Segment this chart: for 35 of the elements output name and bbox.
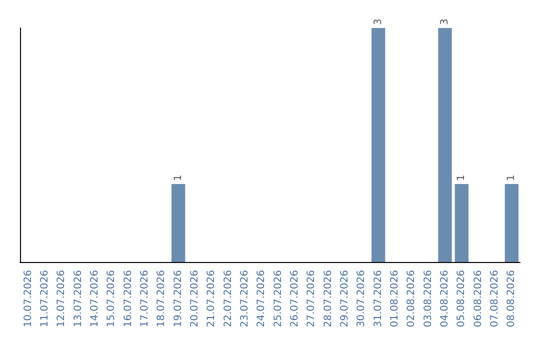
x-tick-label: 28.07.2026 — [322, 270, 334, 328]
x-tick-label: 27.07.2026 — [306, 270, 318, 328]
x-tick-label: 17.07.2026 — [140, 270, 150, 328]
x-tick-label: 22.07.2026 — [222, 270, 234, 328]
data-label: 3 — [440, 18, 450, 25]
x-tick-label: 19.07.2026 — [172, 270, 184, 328]
x-tick-label: 05.08.2026 — [456, 270, 468, 328]
x-tick-label: 10.07.2026 — [22, 270, 34, 328]
data-label: 1 — [506, 174, 518, 181]
x-tick-label: 15.07.2026 — [106, 270, 118, 328]
x-tick-label: 31.07.2026 — [372, 270, 384, 328]
x-tick-label: 06.08.2026 — [472, 270, 484, 328]
x-tick-label: 18.07.2026 — [156, 270, 168, 328]
x-tick-label: 12.07.2026 — [56, 270, 68, 328]
data-label: 3 — [372, 18, 384, 25]
data-label: 1 — [172, 174, 184, 181]
x-tick-label: 23.07.2026 — [240, 270, 250, 328]
x-tick-label: 30.07.2026 — [356, 270, 368, 328]
x-tick-label: 08.08.2026 — [506, 270, 518, 328]
data-label: 1 — [456, 174, 468, 181]
x-tick-label: 21.07.2026 — [206, 270, 218, 328]
x-tick-label: 29.07.2026 — [340, 270, 350, 328]
x-tick-label: 20.07.2026 — [190, 270, 200, 328]
x-tick-label: 04.08.2026 — [440, 270, 450, 328]
x-tick-label: 24.07.2026 — [256, 270, 268, 328]
x-tick-label: 14.07.2026 — [90, 270, 100, 328]
x-tick-label: 03.08.2026 — [422, 270, 434, 328]
x-tick-label: 02.08.2026 — [406, 270, 418, 328]
x-tick-label: 26.07.2026 — [290, 270, 300, 328]
x-tick-label: 25.07.2026 — [272, 270, 284, 328]
x-tick-label: 07.08.2026 — [490, 270, 500, 328]
x-tick-label: 13.07.2026 — [72, 270, 84, 328]
x-tick-label: 01.08.2026 — [390, 270, 400, 328]
x-tick-label: 11.07.2026 — [40, 270, 50, 328]
x-tick-label: 16.07.2026 — [122, 270, 134, 328]
